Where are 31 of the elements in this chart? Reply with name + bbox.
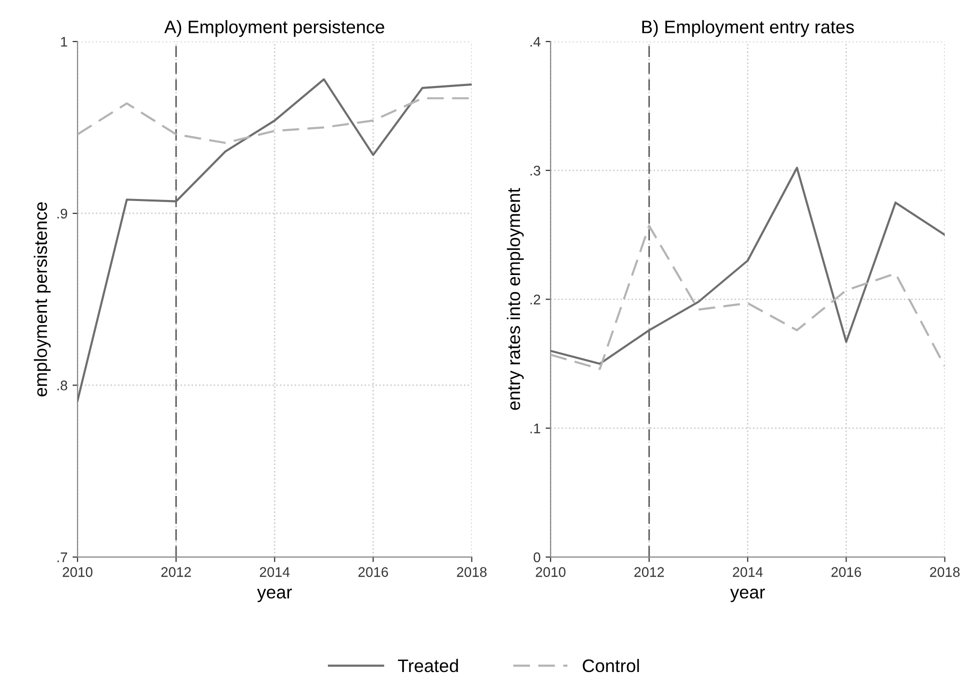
y-tick-label: 1: [61, 36, 68, 47]
x-axis-title: year: [257, 588, 292, 602]
chart-title: A) Employment persistence: [164, 20, 384, 37]
legend-label: Treated: [398, 658, 458, 672]
y-tick-label: .1: [530, 424, 540, 434]
line-series: [550, 224, 945, 370]
x-tick-label: 2016: [358, 567, 388, 577]
y-tick-label: .2: [530, 294, 540, 304]
x-tick-label: 2012: [161, 567, 191, 577]
x-tick-label: 2014: [260, 567, 290, 577]
x-tick-label: 2016: [831, 567, 862, 577]
y-tick-label: .9: [57, 208, 68, 219]
x-tick-label: 2018: [456, 567, 487, 577]
chart-title: B) Employment entry rates: [642, 20, 854, 37]
x-tick-label: 2010: [62, 567, 92, 577]
x-axis-title: year: [730, 588, 765, 602]
line-series: [78, 78, 472, 402]
y-tick-label: .3: [530, 166, 540, 176]
line-series: [550, 166, 945, 365]
legend-label: Control: [582, 658, 639, 672]
x-tick-label: 2012: [634, 567, 664, 577]
y-tick-label: .7: [57, 552, 68, 562]
y-tick-label: .4: [530, 36, 540, 47]
line-series: [78, 97, 472, 144]
x-tick-label: 2018: [930, 567, 960, 577]
x-tick-label: 2014: [732, 567, 763, 577]
y-axis-title: employment persistence: [34, 202, 51, 396]
x-tick-label: 2010: [536, 567, 566, 577]
y-axis-title: entry rates into employment: [506, 188, 524, 410]
y-tick-label: .8: [57, 380, 68, 390]
y-tick-label: 0: [534, 552, 540, 562]
